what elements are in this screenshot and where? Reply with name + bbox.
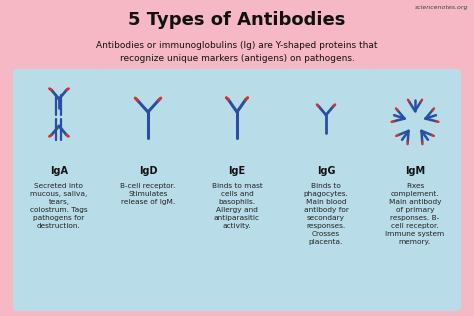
Text: Fixes
complement.
Main antibody
of primary
responses. B-
cell receptor.
Immune s: Fixes complement. Main antibody of prima… (385, 183, 445, 245)
Text: Antibodies or immunoglobulins (Ig) are Y-shaped proteins that
recognize unique m: Antibodies or immunoglobulins (Ig) are Y… (96, 41, 378, 63)
Text: IgD: IgD (139, 166, 157, 176)
Text: IgG: IgG (317, 166, 335, 176)
Text: IgM: IgM (405, 166, 425, 176)
FancyBboxPatch shape (102, 69, 194, 311)
Text: sciencenotes.org: sciencenotes.org (414, 5, 468, 10)
Text: IgE: IgE (228, 166, 246, 176)
Text: Binds to
phagocytes.
Main blood
antibody for
secondary
responses.
Crosses
placen: Binds to phagocytes. Main blood antibody… (303, 183, 348, 245)
Text: B-cell receptor.
Stimulates
release of IgM.: B-cell receptor. Stimulates release of I… (120, 183, 176, 205)
Text: Binds to mast
cells and
basophils.
Allergy and
antiparasitic
activity.: Binds to mast cells and basophils. Aller… (211, 183, 263, 229)
FancyBboxPatch shape (369, 69, 461, 311)
Text: IgA: IgA (50, 166, 68, 176)
Text: 5 Types of Antibodies: 5 Types of Antibodies (128, 11, 346, 29)
Text: Secreted into
mucous, saliva,
tears,
colostrum. Tags
pathogens for
destruction.: Secreted into mucous, saliva, tears, col… (30, 183, 88, 229)
FancyBboxPatch shape (191, 69, 283, 311)
FancyBboxPatch shape (280, 69, 372, 311)
FancyBboxPatch shape (13, 69, 105, 311)
